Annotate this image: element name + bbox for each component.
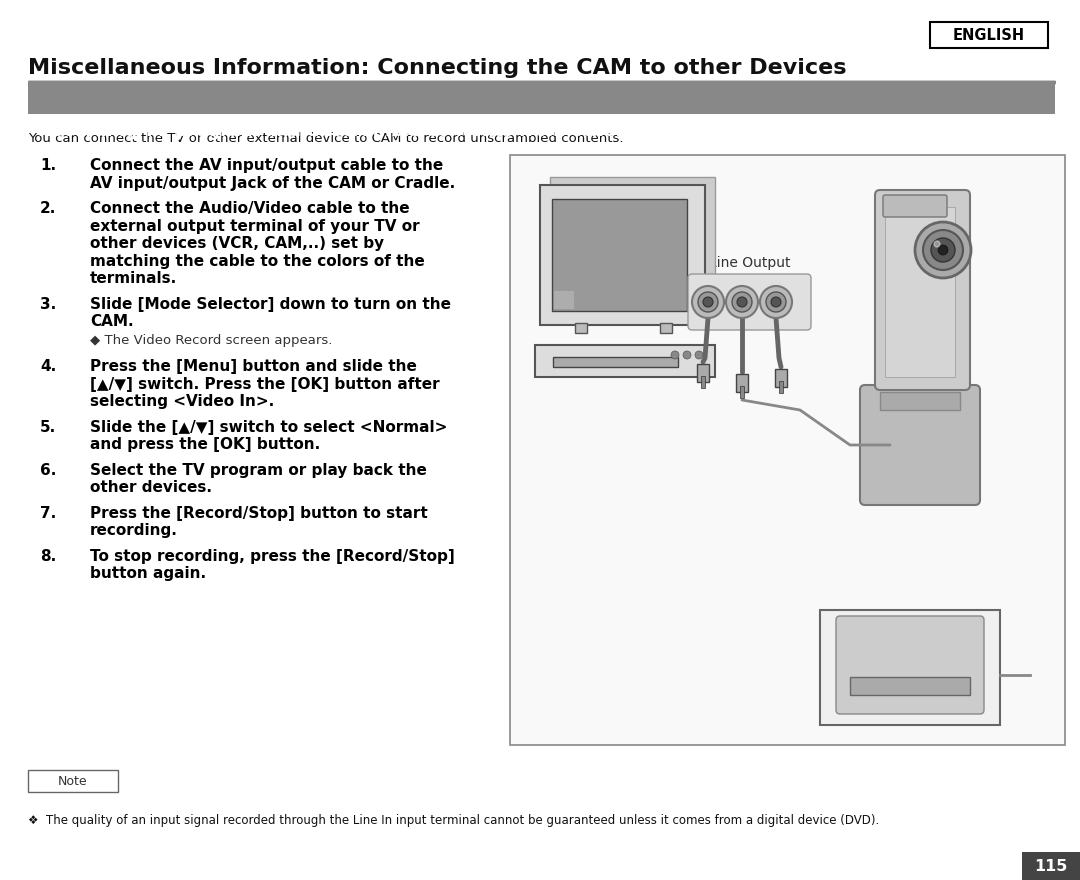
Text: 3.: 3. bbox=[40, 297, 56, 312]
Bar bbox=[697, 364, 708, 382]
Text: selecting <Video In>.: selecting <Video In>. bbox=[90, 394, 274, 409]
Text: 115: 115 bbox=[1035, 859, 1068, 874]
Text: recording.: recording. bbox=[90, 523, 178, 538]
FancyBboxPatch shape bbox=[860, 385, 980, 505]
Bar bbox=[735, 374, 748, 392]
Text: and press the [OK] button.: and press the [OK] button. bbox=[90, 437, 321, 452]
Text: terminals.: terminals. bbox=[90, 271, 177, 286]
Text: Press the [Record/Stop] button to start: Press the [Record/Stop] button to start bbox=[90, 505, 428, 520]
Circle shape bbox=[939, 245, 948, 255]
Circle shape bbox=[726, 286, 758, 318]
Bar bbox=[740, 386, 744, 398]
Circle shape bbox=[732, 292, 752, 312]
Bar bbox=[660, 323, 672, 333]
Text: Slide [Mode Selector] down to turn on the: Slide [Mode Selector] down to turn on th… bbox=[90, 297, 451, 312]
Text: 4.: 4. bbox=[40, 359, 56, 374]
Bar bbox=[779, 381, 783, 393]
FancyBboxPatch shape bbox=[883, 195, 947, 217]
Circle shape bbox=[698, 292, 718, 312]
Text: Note: Note bbox=[58, 774, 87, 788]
Text: Line Output: Line Output bbox=[710, 256, 791, 270]
Text: Miscellaneous Information: Connecting the CAM to other Devices: Miscellaneous Information: Connecting th… bbox=[28, 58, 847, 78]
Circle shape bbox=[771, 297, 781, 307]
Text: CAM.: CAM. bbox=[90, 314, 134, 329]
Circle shape bbox=[692, 286, 724, 318]
Bar bbox=[775, 369, 787, 387]
Text: [▲/▼] switch. Press the [OK] button after: [▲/▼] switch. Press the [OK] button afte… bbox=[90, 377, 440, 392]
Text: ENGLISH: ENGLISH bbox=[953, 27, 1025, 42]
Text: Connect the AV input/output cable to the: Connect the AV input/output cable to the bbox=[90, 158, 443, 173]
Text: Recording TV program and unscramble contents from other devices: Recording TV program and unscramble cont… bbox=[38, 121, 704, 140]
Text: Slide the [▲/▼] switch to select <Normal>: Slide the [▲/▼] switch to select <Normal… bbox=[90, 420, 447, 435]
Bar bbox=[28, 770, 118, 792]
Text: matching the cable to the colors of the: matching the cable to the colors of the bbox=[90, 253, 424, 268]
Bar bbox=[1022, 852, 1080, 880]
Text: You can connect the TV or other external device to CAM to record unscrambled con: You can connect the TV or other external… bbox=[28, 132, 623, 145]
Text: Press the [Menu] button and slide the: Press the [Menu] button and slide the bbox=[90, 359, 417, 374]
Circle shape bbox=[737, 297, 747, 307]
Text: 5.: 5. bbox=[40, 420, 56, 435]
Bar bbox=[701, 376, 705, 388]
FancyBboxPatch shape bbox=[688, 274, 811, 330]
FancyBboxPatch shape bbox=[875, 190, 970, 390]
Bar bbox=[553, 357, 678, 367]
Circle shape bbox=[915, 222, 971, 278]
Bar bbox=[535, 345, 715, 377]
Circle shape bbox=[766, 292, 786, 312]
Text: Connect the Audio/Video cable to the: Connect the Audio/Video cable to the bbox=[90, 201, 409, 216]
Text: Select the TV program or play back the: Select the TV program or play back the bbox=[90, 463, 427, 478]
Text: To stop recording, press the [Record/Stop]: To stop recording, press the [Record/Sto… bbox=[90, 548, 455, 563]
Bar bbox=[930, 22, 1048, 48]
Bar bbox=[575, 323, 588, 333]
Bar bbox=[540, 185, 705, 325]
Circle shape bbox=[760, 286, 792, 318]
Circle shape bbox=[671, 351, 679, 359]
Bar bbox=[850, 677, 970, 695]
Text: button again.: button again. bbox=[90, 566, 206, 581]
Bar bbox=[880, 392, 960, 410]
Bar bbox=[885, 207, 955, 377]
Text: 6.: 6. bbox=[40, 463, 56, 478]
Bar bbox=[552, 199, 687, 311]
Circle shape bbox=[923, 230, 963, 270]
Text: ◆ The Video Record screen appears.: ◆ The Video Record screen appears. bbox=[90, 334, 333, 347]
Bar bbox=[550, 177, 715, 317]
Text: ❖  The quality of an input signal recorded through the Line In input terminal ca: ❖ The quality of an input signal recorde… bbox=[28, 814, 879, 827]
Text: other devices (VCR, CAM,..) set by: other devices (VCR, CAM,..) set by bbox=[90, 236, 384, 251]
Text: 1.: 1. bbox=[40, 158, 56, 173]
Circle shape bbox=[931, 238, 955, 262]
Bar bbox=[28, 81, 1055, 114]
Circle shape bbox=[703, 297, 713, 307]
Circle shape bbox=[683, 351, 691, 359]
Bar bbox=[820, 610, 1000, 725]
Circle shape bbox=[696, 351, 703, 359]
Text: AV input/output Jack of the CAM or Cradle.: AV input/output Jack of the CAM or Cradl… bbox=[90, 175, 456, 190]
Circle shape bbox=[934, 241, 940, 247]
Bar bbox=[510, 155, 1065, 745]
Text: other devices.: other devices. bbox=[90, 480, 212, 495]
Text: external output terminal of your TV or: external output terminal of your TV or bbox=[90, 218, 420, 233]
Text: 8.: 8. bbox=[40, 548, 56, 563]
Text: 2.: 2. bbox=[40, 201, 56, 216]
FancyBboxPatch shape bbox=[836, 616, 984, 714]
Text: 7.: 7. bbox=[40, 505, 56, 520]
Bar bbox=[554, 291, 573, 309]
